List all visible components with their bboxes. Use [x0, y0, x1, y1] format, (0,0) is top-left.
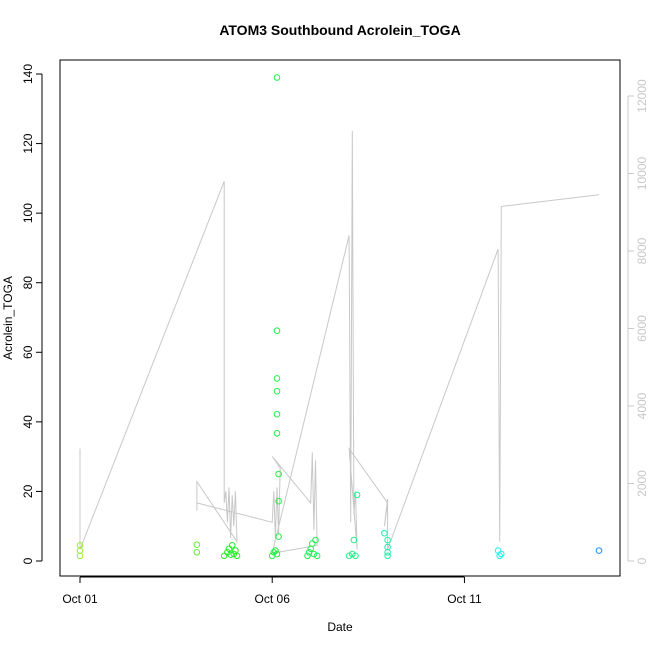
data-point: [304, 552, 311, 560]
data-point: [275, 470, 282, 478]
x-tick-label: Oct 11: [447, 592, 482, 606]
y-tick-label: 20: [21, 484, 35, 498]
data-point: [76, 542, 84, 549]
chart-title: ATOM3 Southbound Acrolein_TOGA: [219, 22, 460, 38]
data-point: [273, 375, 281, 382]
data-point: [345, 552, 353, 560]
data-point: [273, 430, 281, 437]
x-axis: Oct 01 Oct 06 Oct 11: [62, 576, 482, 606]
y2-tick-label: 8000: [635, 237, 649, 264]
data-point: [272, 547, 279, 554]
data-point: [193, 541, 201, 549]
y-tick-label: 120: [21, 133, 35, 153]
y-tick-label: 60: [21, 345, 35, 359]
data-point: [352, 552, 359, 560]
data-point: [498, 550, 505, 558]
x-tick-label: Oct 01: [62, 592, 98, 606]
data-point: [384, 549, 391, 556]
y-tick-label: 100: [21, 203, 35, 223]
data-points-group: [76, 74, 603, 560]
data-point: [312, 536, 319, 544]
data-point: [227, 551, 234, 559]
y-axis-label: Acrolein_TOGA: [1, 276, 15, 360]
y2-tick-label: 12000: [635, 79, 649, 113]
y-tick-label: 40: [21, 415, 35, 429]
data-point: [384, 552, 391, 560]
data-point: [496, 552, 504, 560]
data-point: [275, 533, 282, 540]
data-point: [273, 327, 281, 335]
y2-tick-label: 0: [635, 557, 649, 564]
data-point: [350, 536, 358, 544]
data-point: [309, 540, 316, 547]
data-point: [228, 542, 236, 549]
y-tick-label: 140: [21, 64, 35, 84]
data-point: [220, 552, 228, 560]
data-point: [273, 387, 281, 395]
data-point: [384, 536, 391, 544]
data-point: [273, 550, 281, 558]
y2-tick-label: 2000: [635, 470, 649, 497]
y-tick-label: 80: [21, 276, 35, 290]
data-point: [381, 529, 388, 537]
y2-tick-label: 10000: [635, 156, 649, 190]
data-point: [230, 550, 238, 558]
data-point: [310, 550, 318, 558]
data-point: [353, 491, 361, 499]
data-point: [349, 550, 356, 558]
y2-tick-label: 4000: [635, 392, 649, 419]
data-point: [233, 552, 241, 560]
data-point: [225, 545, 233, 553]
data-point: [193, 549, 201, 556]
data-point: [270, 549, 278, 556]
data-point: [275, 497, 282, 505]
plot-frame: [59, 59, 621, 577]
y-axis-left: 0 20 40 60 80 100 120 140: [21, 64, 43, 564]
data-point: [595, 547, 603, 554]
x-axis-label: Date: [327, 620, 353, 634]
data-point: [313, 552, 321, 560]
data-point: [273, 410, 281, 418]
altitude-line-group: [79, 130, 600, 554]
y2-tick-label: 6000: [635, 315, 649, 342]
altitude-line: [79, 130, 600, 554]
x-tick-label: Oct 06: [255, 592, 291, 606]
y-axis-right: 0 2000 4000 6000 8000 10000 12000: [627, 79, 649, 564]
data-point: [273, 74, 281, 81]
y-tick-label: 0: [21, 557, 35, 564]
